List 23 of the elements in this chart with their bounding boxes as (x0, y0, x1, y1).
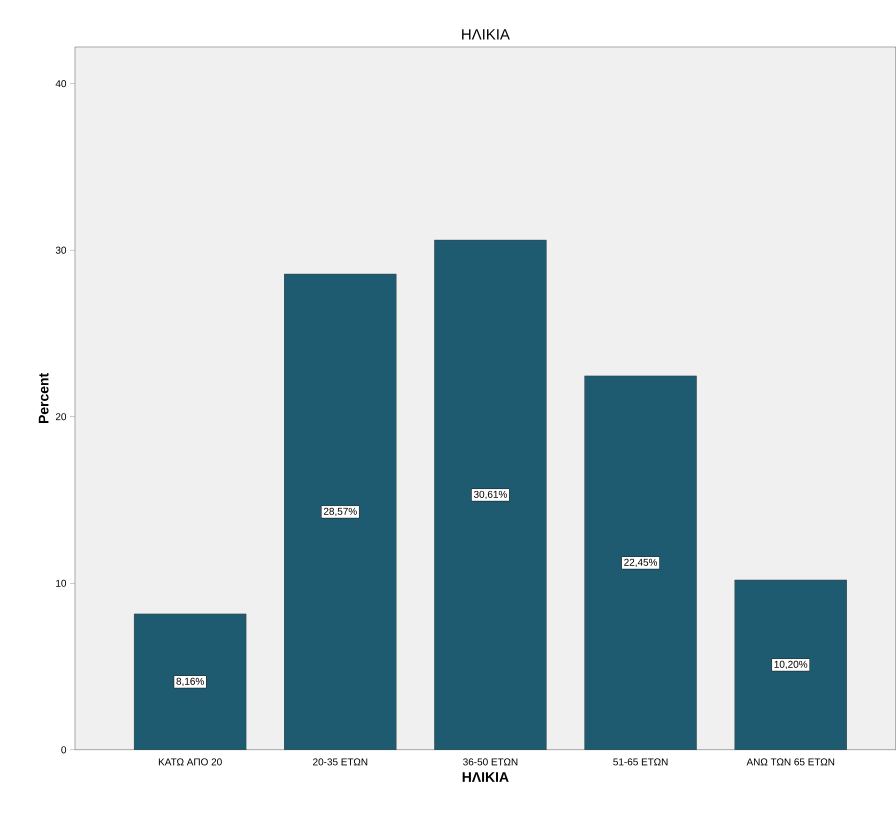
x-tick-label: ΚΑΤΩ ΑΠΟ 20 (158, 758, 222, 766)
y-tick-label: 20 (56, 413, 66, 420)
data-label: 22,45% (624, 558, 658, 568)
chart-title: ΗΛΙΚΙΑ (462, 29, 510, 40)
bar (434, 240, 547, 750)
y-axis-title: Percent (38, 373, 49, 424)
x-tick-label: ΑΝΩ ΤΩΝ 65 ΕΤΩΝ (746, 758, 834, 766)
bar (584, 376, 697, 750)
x-tick-label: 20-35 ΕΤΩΝ (313, 758, 368, 766)
bar (734, 580, 847, 750)
data-label: 10,20% (774, 660, 808, 670)
y-tick-label: 0 (61, 746, 66, 754)
x-tick-label: 36-50 ΕΤΩΝ (463, 758, 518, 766)
data-label: 28,57% (324, 508, 357, 516)
data-label: 8,16% (176, 678, 204, 686)
x-axis-title: ΗΛΙΚΙΑ (462, 772, 509, 782)
y-tick-label: 10 (56, 580, 66, 587)
x-tick-label: 51-65 ΕΤΩΝ (613, 758, 668, 766)
bar (134, 614, 246, 750)
y-tick-label: 30 (56, 246, 66, 254)
bar (284, 274, 396, 750)
y-tick-label: 40 (56, 80, 66, 88)
data-label: 30,61% (474, 490, 507, 500)
